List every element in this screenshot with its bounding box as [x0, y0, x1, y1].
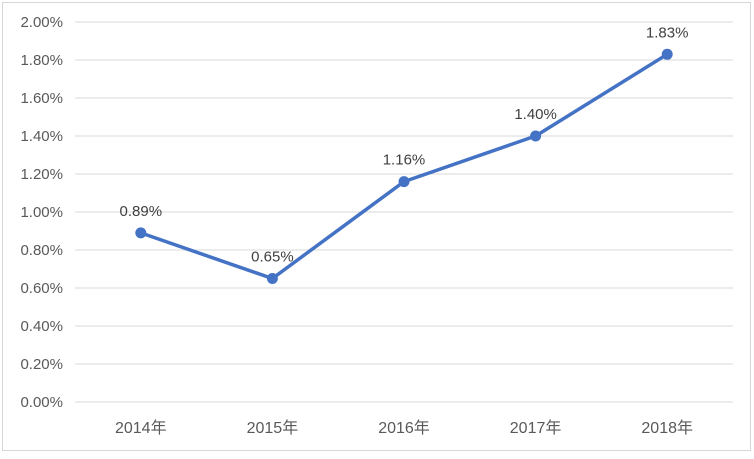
data-point-marker	[135, 227, 147, 239]
y-axis-tick-label: 1.60%	[20, 90, 63, 107]
y-axis-tick-label: 1.00%	[20, 204, 63, 221]
y-axis-tick-label: 0.00%	[20, 394, 63, 411]
x-axis-tick-label: 2018年	[641, 419, 693, 437]
x-axis-tick-label: 2015年	[247, 419, 299, 437]
x-axis-tick-label: 2014年	[115, 419, 167, 437]
x-axis-tick-label: 2017年	[510, 419, 562, 437]
y-axis-tick-label: 1.20%	[20, 166, 63, 183]
y-axis-tick-label: 1.40%	[20, 128, 63, 145]
data-point-marker	[398, 176, 410, 188]
data-point-marker	[661, 48, 673, 60]
y-axis-tick-label: 1.80%	[20, 52, 63, 69]
data-label: 0.65%	[251, 249, 294, 266]
x-axis-tick-label: 2016年	[378, 419, 430, 437]
y-axis-tick-label: 0.60%	[20, 280, 63, 297]
data-label: 1.16%	[383, 152, 426, 169]
data-label: 1.40%	[514, 106, 557, 123]
data-label: 0.89%	[120, 203, 163, 220]
y-axis-tick-label: 2.00%	[20, 14, 63, 31]
data-point-marker	[266, 273, 278, 284]
chart-border	[2, 2, 751, 451]
data-point-marker	[530, 130, 542, 142]
y-axis-tick-label: 0.80%	[20, 242, 63, 259]
y-axis-tick-label: 0.40%	[20, 318, 63, 335]
y-axis-tick-label: 0.20%	[20, 356, 63, 373]
data-label: 1.83%	[646, 24, 689, 41]
